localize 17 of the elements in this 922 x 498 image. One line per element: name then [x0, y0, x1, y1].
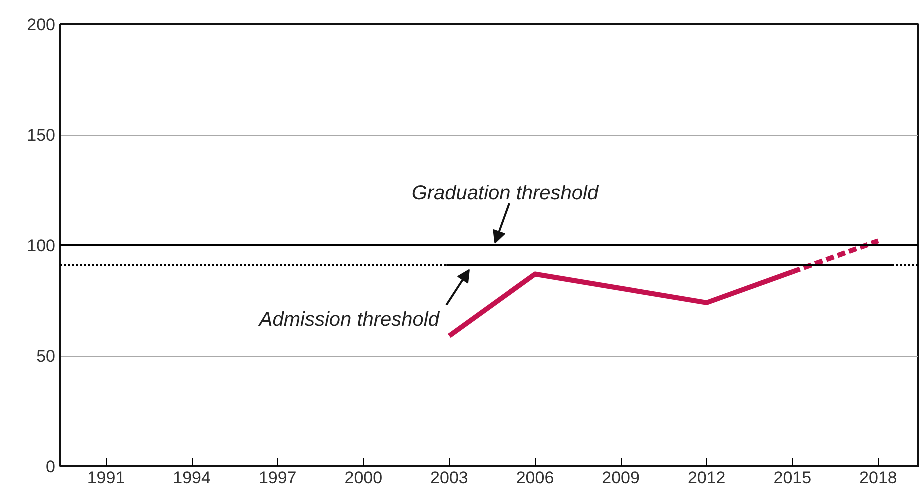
- x-tick-label: 2000: [344, 468, 383, 488]
- x-tick-label: 1997: [258, 468, 297, 488]
- annotation: Admission threshold: [258, 308, 440, 331]
- x-tick-label: 2009: [602, 468, 640, 488]
- x-tick-label: 2006: [516, 468, 554, 488]
- annotation: Graduation threshold: [412, 182, 600, 204]
- x-tick-label: 2018: [860, 468, 898, 488]
- x-tick-label: 1994: [173, 468, 211, 488]
- y-tick-label: 0: [46, 458, 56, 476]
- x-tick-label: 2015: [774, 468, 812, 488]
- x-tick-label: 1991: [87, 468, 126, 488]
- y-tick-label: 100: [27, 236, 56, 256]
- x-tick-label: 2012: [688, 468, 726, 488]
- y-tick-label: 200: [27, 16, 56, 34]
- x-tick-label: 2003: [430, 468, 468, 488]
- y-tick-label: 50: [36, 347, 56, 366]
- y-tick-label: 150: [27, 126, 56, 145]
